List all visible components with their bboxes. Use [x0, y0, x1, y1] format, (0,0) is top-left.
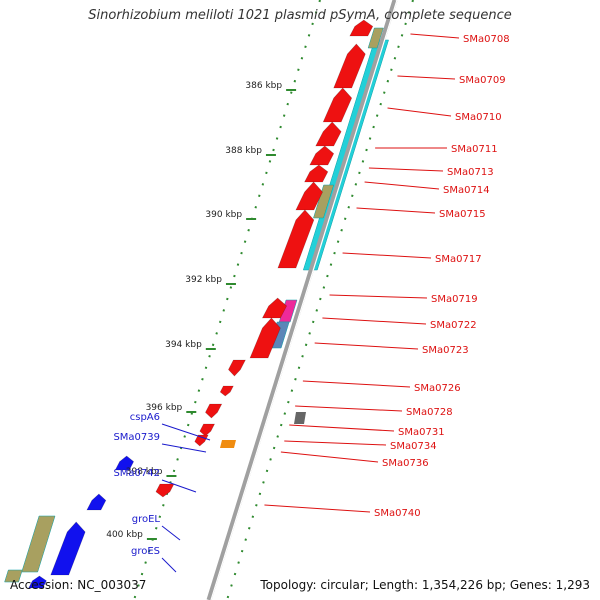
gene-leader-right	[302, 380, 411, 388]
gene-label-left: SMa0742	[113, 468, 160, 479]
gene-label-right: SMa0708	[463, 34, 510, 45]
gene-leader-left	[161, 525, 181, 541]
gene-label-right: SMa0709	[459, 75, 506, 86]
small-red-gene-1	[228, 359, 246, 377]
gene-leader-left	[161, 423, 211, 441]
scale-label: 386 kbp	[245, 81, 282, 91]
scale-label: 396 kbp	[146, 403, 183, 413]
blue-gene-arrow-2	[86, 493, 107, 511]
backbone-highlight	[210, 0, 398, 600]
gene-label-right: SMa0726	[414, 383, 461, 394]
map-title: Sinorhizobium meliloti 1021 plasmid pSym…	[88, 8, 512, 23]
red-gene-arrow-2	[333, 43, 366, 89]
gene-label-right: SMa0723	[422, 345, 469, 356]
gene-leader-right	[387, 107, 452, 117]
gene-leader-right	[280, 451, 379, 463]
small-red-gene-4	[199, 423, 216, 437]
gene-label-right: SMa0717	[435, 254, 482, 265]
red-gene-arrow-6	[304, 164, 329, 183]
red-gene-arrow-1	[349, 19, 374, 37]
gene-leader-left	[161, 479, 197, 493]
gene-leader-right	[356, 207, 436, 214]
gene-leader-right	[264, 504, 371, 513]
red-gene-arrow-10	[249, 317, 281, 359]
scale-label: 394 kbp	[165, 340, 202, 350]
blue-gene-arrow-1	[114, 455, 135, 471]
gene-leader-right	[284, 440, 387, 446]
orange-gene	[220, 440, 236, 448]
gene-leader-right	[368, 167, 444, 172]
red-gene-arrow-5	[309, 145, 335, 166]
olive-band	[313, 184, 334, 219]
gene-label-right: SMa0711	[451, 144, 498, 155]
gene-label-right: SMa0714	[443, 185, 490, 196]
gene-leader-left	[161, 557, 177, 573]
gene-leader-left	[161, 443, 207, 453]
gene-leader-right	[410, 33, 460, 39]
gene-label-right: SMa0719	[431, 294, 478, 305]
gene-label-right: SMa0736	[382, 458, 429, 469]
gray-gene	[294, 412, 306, 424]
gene-leader-right	[314, 342, 419, 350]
gene-label-right: SMa0728	[406, 407, 453, 418]
gene-leader-right	[364, 181, 440, 190]
groel-band	[21, 515, 56, 573]
scale-label: 388 kbp	[225, 146, 262, 156]
gene-leader-right	[397, 75, 456, 80]
gene-label-left: groEL	[132, 514, 161, 525]
gene-label-right: SMa0740	[374, 508, 421, 519]
label-leaders	[146, 33, 460, 573]
blue-gene-arrow-3	[50, 521, 86, 576]
accession-text: Accession: NC_003037	[10, 578, 147, 592]
gene-label-right: SMa0713	[447, 167, 494, 178]
small-red-gene-3	[205, 403, 223, 419]
gene-leader-right	[295, 405, 403, 412]
gene-leader-right	[329, 294, 428, 299]
red-gene-arrow-4	[315, 121, 342, 147]
gene-label-left: groES	[131, 546, 160, 557]
small-red-gene-6	[155, 483, 175, 498]
gene-leader-right	[342, 252, 432, 259]
gene-arrows	[28, 19, 374, 589]
backbone-line	[206, 0, 398, 600]
gene-label-right: SMa0731	[398, 427, 445, 438]
gene-label-left: cspA6	[130, 412, 160, 423]
scale-label: 392 kbp	[185, 275, 222, 285]
backbone	[206, 0, 398, 600]
olive-band-top	[367, 27, 384, 49]
gene-leader-right	[322, 317, 427, 325]
gene-label-left: SMa0739	[113, 432, 160, 443]
gene-leader-right	[289, 424, 395, 432]
small-red-gene-2	[219, 385, 234, 397]
scale-label: 390 kbp	[205, 210, 242, 220]
scale-label: 398 kbp	[126, 467, 163, 477]
groes-band	[4, 569, 23, 583]
gene-label-right: SMa0710	[455, 112, 502, 123]
scale-label: 400 kbp	[106, 530, 143, 540]
gene-label-right: SMa0734	[390, 441, 437, 452]
red-gene-arrow-8	[277, 209, 315, 269]
gene-label-right: SMa0722	[430, 320, 477, 331]
labels: 386 kbp 388 kbp 390 kbp 392 kbp 394 kbp 396 k…	[106, 34, 509, 557]
gene-label-right: SMa0715	[439, 209, 486, 220]
red-gene-arrow-3	[322, 87, 353, 123]
topology-text: Topology: circular; Length: 1,354,226 bp…	[260, 578, 590, 592]
blue-gene-arrow-4	[28, 575, 47, 589]
